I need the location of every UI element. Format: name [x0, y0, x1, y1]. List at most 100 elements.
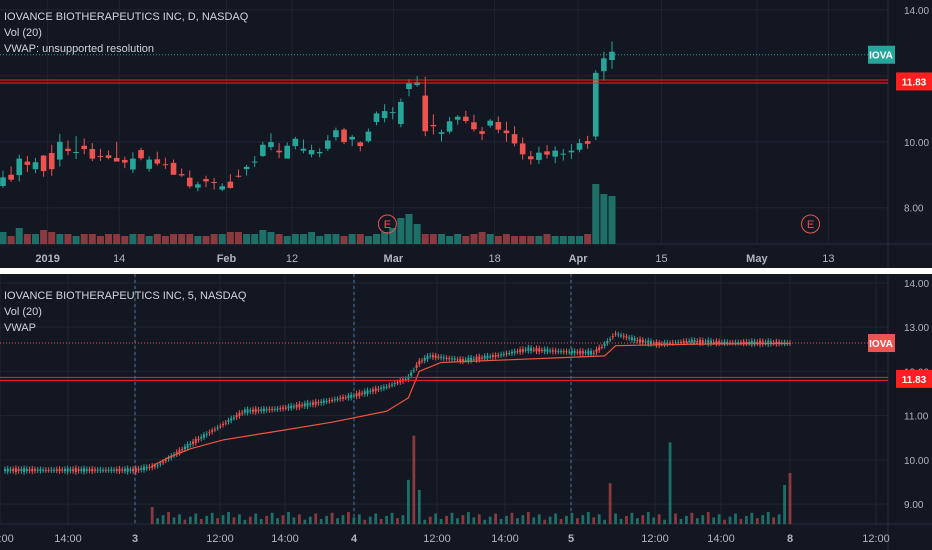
candle[interactable]	[276, 408, 279, 410]
candle[interactable]	[590, 350, 593, 355]
candle[interactable]	[268, 409, 271, 411]
candle[interactable]	[699, 339, 702, 344]
candle[interactable]	[414, 82, 420, 86]
candle[interactable]	[748, 342, 751, 344]
candle[interactable]	[81, 145, 87, 150]
candle[interactable]	[113, 157, 120, 162]
candle[interactable]	[393, 383, 396, 385]
candle[interactable]	[195, 184, 201, 188]
candle[interactable]	[535, 348, 538, 352]
candle[interactable]	[57, 141, 63, 160]
candle[interactable]	[549, 350, 552, 352]
candle[interactable]	[437, 356, 440, 358]
candle[interactable]	[164, 460, 167, 462]
candle[interactable]	[459, 358, 462, 362]
candle[interactable]	[560, 351, 563, 353]
candle[interactable]	[388, 385, 391, 387]
candle[interactable]	[130, 158, 136, 170]
candle[interactable]	[137, 468, 140, 471]
pane-separator[interactable]	[0, 268, 932, 274]
candle[interactable]	[312, 402, 315, 405]
candle[interactable]	[592, 352, 595, 354]
candle[interactable]	[647, 340, 650, 344]
candle[interactable]	[690, 339, 693, 343]
candle[interactable]	[309, 403, 312, 405]
candle[interactable]	[69, 469, 72, 471]
candle[interactable]	[339, 397, 342, 400]
candle[interactable]	[167, 457, 170, 460]
candle[interactable]	[475, 356, 478, 361]
candle[interactable]	[333, 130, 339, 138]
candle[interactable]	[500, 354, 503, 356]
candle[interactable]	[756, 342, 759, 344]
candle[interactable]	[603, 343, 606, 346]
candle[interactable]	[487, 120, 493, 126]
candle[interactable]	[178, 449, 181, 453]
candle[interactable]	[213, 429, 216, 431]
candle[interactable]	[8, 174, 14, 180]
candle[interactable]	[316, 152, 323, 154]
candle[interactable]	[61, 469, 64, 471]
candle[interactable]	[265, 409, 268, 411]
candle[interactable]	[467, 357, 470, 362]
candle[interactable]	[178, 174, 185, 176]
candle[interactable]	[113, 469, 116, 471]
candle[interactable]	[528, 156, 534, 160]
candle[interactable]	[292, 406, 295, 408]
candle[interactable]	[573, 351, 576, 353]
candle[interactable]	[40, 155, 47, 172]
candle[interactable]	[118, 468, 121, 472]
level-tag[interactable]	[896, 369, 932, 388]
candle[interactable]	[456, 359, 459, 361]
candle[interactable]	[32, 162, 39, 170]
candle[interactable]	[729, 342, 732, 344]
candle[interactable]	[495, 122, 502, 130]
candle[interactable]	[497, 355, 500, 357]
candle[interactable]	[614, 333, 617, 335]
candle[interactable]	[333, 399, 336, 401]
candle[interactable]	[4, 469, 6, 471]
candle[interactable]	[625, 336, 628, 338]
candle[interactable]	[696, 340, 699, 342]
vwap-line[interactable]	[151, 342, 791, 467]
candle[interactable]	[122, 159, 128, 163]
candle[interactable]	[511, 134, 518, 144]
candle[interactable]	[718, 341, 721, 344]
candle[interactable]	[257, 409, 260, 411]
intraday-chart-svg[interactable]: 9.0010.0011.0012.0013.0014.00IOVA11.8320…	[0, 274, 932, 550]
candle[interactable]	[9, 469, 12, 471]
candle[interactable]	[503, 130, 510, 134]
candle[interactable]	[91, 468, 94, 472]
candle[interactable]	[238, 412, 241, 417]
candle[interactable]	[341, 396, 344, 399]
candle[interactable]	[464, 359, 467, 361]
candle[interactable]	[197, 438, 200, 441]
candle[interactable]	[783, 342, 786, 344]
candle[interactable]	[268, 142, 274, 148]
candle[interactable]	[451, 358, 454, 360]
candle[interactable]	[58, 468, 61, 472]
candle[interactable]	[726, 342, 729, 344]
candle[interactable]	[292, 138, 299, 147]
candle[interactable]	[48, 152, 55, 170]
candle[interactable]	[568, 150, 575, 153]
candle[interactable]	[712, 341, 715, 343]
candle[interactable]	[438, 132, 445, 134]
candle[interactable]	[775, 341, 778, 344]
candle[interactable]	[24, 161, 31, 165]
candle[interactable]	[365, 131, 372, 142]
candle[interactable]	[211, 430, 214, 432]
candle[interactable]	[20, 469, 23, 471]
candle[interactable]	[398, 101, 404, 124]
candle[interactable]	[552, 150, 558, 157]
candle[interactable]	[628, 337, 631, 339]
candle[interactable]	[587, 350, 590, 355]
candle[interactable]	[227, 181, 234, 188]
candle[interactable]	[505, 353, 508, 355]
candle[interactable]	[153, 465, 156, 467]
intraday-chart-pane[interactable]: 9.0010.0011.0012.0013.0014.00IOVA11.8320…	[0, 274, 932, 550]
candle[interactable]	[216, 427, 219, 429]
candle[interactable]	[570, 350, 573, 353]
candle[interactable]	[445, 357, 448, 359]
candle[interactable]	[107, 469, 110, 471]
